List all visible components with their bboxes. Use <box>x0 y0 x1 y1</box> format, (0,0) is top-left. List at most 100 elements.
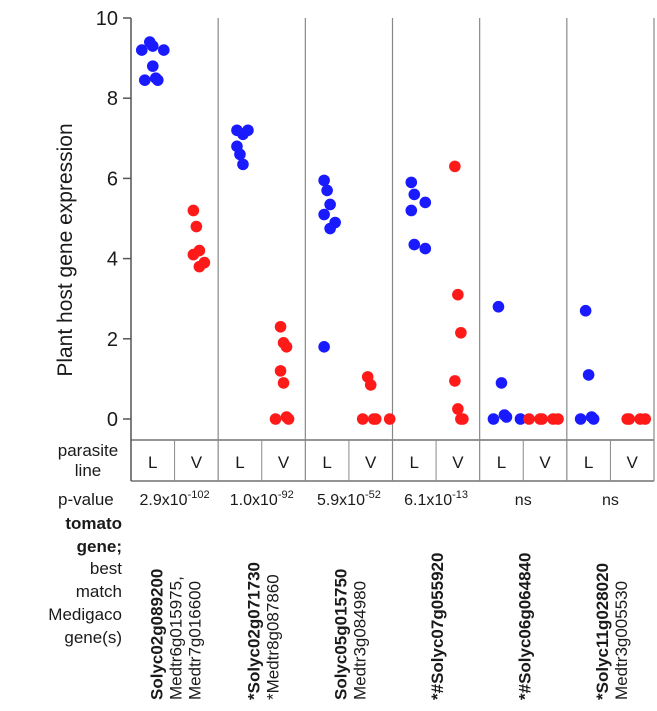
pvalue: ns <box>602 492 619 509</box>
data-point-L <box>318 341 330 353</box>
data-point-L <box>237 128 249 141</box>
tomato-gene-label: *Solyc02g071730 <box>244 562 263 700</box>
data-point-L <box>574 413 587 425</box>
pvalue-exponent: -52 <box>365 489 381 501</box>
data-point-L <box>514 413 527 425</box>
data-point-V <box>269 413 282 425</box>
parasite-line-label: parasite <box>58 441 118 460</box>
line-label-L: L <box>322 453 331 472</box>
pvalue-base: 6.1x10 <box>404 492 452 509</box>
data-point-L <box>138 74 151 86</box>
data-point-L <box>405 176 418 189</box>
pvalue-base: ns <box>602 492 619 509</box>
y-tick-label: 6 <box>107 168 118 190</box>
data-point-V <box>457 413 469 425</box>
data-point-L <box>324 222 336 235</box>
data-point-V <box>449 160 461 173</box>
data-point-V <box>534 413 546 425</box>
data-point-L <box>321 184 333 197</box>
parasite-line-label: line <box>75 461 101 480</box>
data-point-V <box>274 320 287 333</box>
pvalue-exponent: -102 <box>188 489 210 501</box>
y-axis-label: Plant host gene expression <box>54 123 77 376</box>
data-point-V <box>639 413 652 425</box>
line-label-L: L <box>497 453 506 472</box>
data-point-V <box>193 260 206 273</box>
gene-legend-text: match <box>76 582 122 601</box>
data-point-L <box>146 40 159 52</box>
tomato-gene-label: Solyc02g089200 <box>148 569 167 700</box>
line-label-V: V <box>278 453 290 472</box>
tomato-gene-label: *#Solyc06g064840 <box>515 553 534 700</box>
data-point-V <box>383 413 396 425</box>
medicago-match-label: Medtr3g084980 <box>350 581 369 700</box>
plot-frame <box>130 18 655 482</box>
pvalue: 1.0x10-92 <box>230 489 294 509</box>
line-label-L: L <box>235 453 244 472</box>
medicago-match-label: Medtr3g005530 <box>612 581 631 700</box>
medicago-match-label: Medtr7g016600 <box>186 581 205 700</box>
data-point-L <box>500 411 513 423</box>
data-point-L <box>157 44 170 56</box>
data-point-V <box>187 248 200 261</box>
gene-legend-text: best <box>90 559 122 578</box>
data-points <box>135 36 652 425</box>
gene-labels: tomato gene; best match Medigaco gene(s) Solyc… <box>48 514 631 700</box>
line-label-V: V <box>539 453 551 472</box>
y-tick-label: 8 <box>107 88 118 110</box>
data-point-V <box>455 326 467 339</box>
data-point-L <box>495 377 508 389</box>
y-tick-label: 2 <box>107 329 118 351</box>
pvalue-label: p-value <box>58 490 114 509</box>
data-point-L <box>408 238 421 251</box>
tomato-gene-label: *Solyc11g028020 <box>593 563 612 700</box>
data-point-L <box>234 148 246 161</box>
data-point-V <box>282 413 295 425</box>
pvalue-row: p-value 2.9x10-102 1.0x10-92 5.9x10-52 6.1x1… <box>58 489 619 509</box>
line-label-L: L <box>584 453 593 472</box>
pvalue-exponent: -13 <box>452 489 468 501</box>
data-point-V <box>452 288 464 301</box>
data-point-L <box>587 413 600 425</box>
data-point-L <box>492 300 505 313</box>
medicago-match-label: *Medtr8g087860 <box>263 574 282 700</box>
data-point-V <box>452 403 464 415</box>
data-point-L <box>318 174 330 187</box>
data-point-L <box>419 196 432 209</box>
y-tick-label: 0 <box>107 409 118 431</box>
data-point-L <box>408 188 421 201</box>
tomato-gene-label: *#Solyc07g055920 <box>428 553 447 700</box>
line-label-V: V <box>365 453 377 472</box>
pvalue-base: ns <box>515 492 532 509</box>
line-label-V: V <box>627 453 639 472</box>
data-point-V <box>280 341 293 353</box>
medicago-match-label: Medtr6g015975, <box>167 576 186 700</box>
data-point-V <box>552 413 564 425</box>
data-point-V <box>523 413 535 425</box>
data-point-V <box>621 413 634 425</box>
line-label-V: V <box>191 453 203 472</box>
pvalue-base: 2.9x10 <box>140 492 188 509</box>
gene-legend-text: gene; <box>77 537 122 556</box>
line-label-L: L <box>410 453 419 472</box>
pvalue: 5.9x10-52 <box>317 489 381 509</box>
data-point-V <box>369 413 382 425</box>
pvalue-exponent: -92 <box>278 489 294 501</box>
data-point-V <box>356 413 369 425</box>
data-point-V <box>190 220 203 233</box>
data-point-L <box>582 369 595 381</box>
data-point-L <box>487 413 500 425</box>
data-point-V <box>274 365 287 377</box>
y-tick-label: 10 <box>96 8 118 30</box>
pvalue-base: 5.9x10 <box>317 492 365 509</box>
y-tick-label: 4 <box>107 249 118 271</box>
data-point-L <box>151 74 164 86</box>
gene-legend-text: gene(s) <box>64 628 122 647</box>
y-axis: 0 2 4 6 8 10 <box>96 8 131 431</box>
gene-legend-text: tomato <box>65 514 122 533</box>
data-point-L <box>135 44 148 56</box>
data-point-V <box>277 377 290 389</box>
data-point-L <box>405 204 418 217</box>
